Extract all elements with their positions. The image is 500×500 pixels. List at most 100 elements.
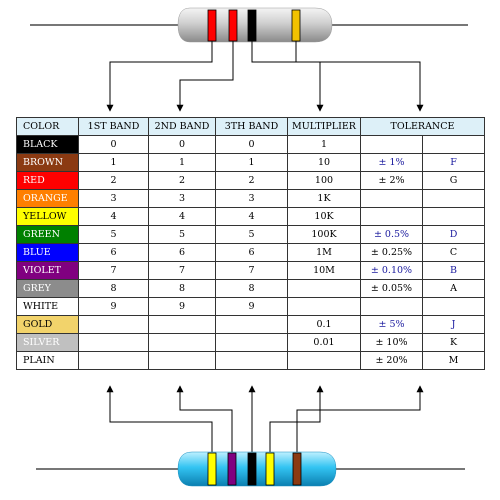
header-row: COLOR 1ST BAND 2ND BAND 3TH BAND MULTIPL… xyxy=(16,117,485,136)
table-row: GOLD 0.1 ± 5% J xyxy=(16,315,485,334)
tolerance-value: ± 20% xyxy=(360,351,423,370)
band1-value: 7 xyxy=(78,261,149,280)
table-row: BROWN 1 1 1 10 ± 1% F xyxy=(16,153,485,172)
band1-value xyxy=(78,315,149,334)
tolerance-code: A xyxy=(422,279,485,298)
band3-value xyxy=(215,351,288,370)
band1-value xyxy=(78,351,149,370)
band2-value: 5 xyxy=(148,225,216,244)
table-row: PLAIN ± 20% M xyxy=(16,351,485,370)
multiplier-value: 0.1 xyxy=(287,315,361,334)
band3-value: 0 xyxy=(215,135,288,154)
tolerance-value: ± 2% xyxy=(360,171,423,190)
band3-value: 8 xyxy=(215,279,288,298)
tolerance-code: D xyxy=(422,225,485,244)
band2-value xyxy=(148,351,216,370)
color-name: ORANGE xyxy=(16,189,79,208)
multiplier-value: 0.01 xyxy=(287,333,361,352)
color-name: YELLOW xyxy=(16,207,79,226)
top-connectors xyxy=(106,41,424,112)
top-band-4 xyxy=(291,9,301,42)
top-band-2 xyxy=(228,9,238,42)
band3-value: 4 xyxy=(215,207,288,226)
color-name: GREY xyxy=(16,279,79,298)
multiplier-value: 1K xyxy=(287,189,361,208)
multiplier-value: 10M xyxy=(287,261,361,280)
color-name: BLUE xyxy=(16,243,79,262)
header-color: COLOR xyxy=(16,117,79,136)
table-row: GREEN 5 5 5 100K ± 0.5% D xyxy=(16,225,485,244)
band1-value: 0 xyxy=(78,135,149,154)
band3-value: 5 xyxy=(215,225,288,244)
color-name: BLACK xyxy=(16,135,79,154)
band2-value: 4 xyxy=(148,207,216,226)
band2-value: 0 xyxy=(148,135,216,154)
table-row: ORANGE 3 3 3 1K xyxy=(16,189,485,208)
band2-value: 2 xyxy=(148,171,216,190)
band1-value: 5 xyxy=(78,225,149,244)
tolerance-code xyxy=(422,135,485,154)
tolerance-code xyxy=(422,207,485,226)
header-band1: 1ST BAND xyxy=(78,117,149,136)
band1-value xyxy=(78,333,149,352)
band2-value: 3 xyxy=(148,189,216,208)
band2-value xyxy=(148,315,216,334)
tolerance-value: ± 0.10% xyxy=(360,261,423,280)
color-name: RED xyxy=(16,171,79,190)
tolerance-value: ± 5% xyxy=(360,315,423,334)
table-row: SILVER 0.01 ± 10% K xyxy=(16,333,485,352)
tolerance-code: K xyxy=(422,333,485,352)
multiplier-value: 100K xyxy=(287,225,361,244)
tolerance-code xyxy=(422,189,485,208)
tolerance-code: M xyxy=(422,351,485,370)
multiplier-value: 1 xyxy=(287,135,361,154)
band3-value xyxy=(215,315,288,334)
tolerance-value xyxy=(360,297,423,316)
multiplier-value xyxy=(287,351,361,370)
bottom-band-2 xyxy=(227,452,237,486)
table-row: VIOLET 7 7 7 10M ± 0.10% B xyxy=(16,261,485,280)
band1-value: 2 xyxy=(78,171,149,190)
multiplier-value: 1M xyxy=(287,243,361,262)
table-row: BLACK 0 0 0 1 xyxy=(16,135,485,154)
table-row: BLUE 6 6 6 1M ± 0.25% C xyxy=(16,243,485,262)
color-name: BROWN xyxy=(16,153,79,172)
color-name: PLAIN xyxy=(16,351,79,370)
bottom-band-5 xyxy=(292,452,302,486)
tolerance-value: ± 10% xyxy=(360,333,423,352)
tolerance-value: ± 0.05% xyxy=(360,279,423,298)
tolerance-code: F xyxy=(422,153,485,172)
band3-value: 6 xyxy=(215,243,288,262)
tolerance-value xyxy=(360,189,423,208)
multiplier-value: 10 xyxy=(287,153,361,172)
top-band-1 xyxy=(207,9,217,42)
color-name: WHITE xyxy=(16,297,79,316)
band1-value: 1 xyxy=(78,153,149,172)
color-code-table: COLOR 1ST BAND 2ND BAND 3TH BAND MULTIPL… xyxy=(16,117,485,370)
tolerance-value: ± 0.25% xyxy=(360,243,423,262)
multiplier-value: 100 xyxy=(287,171,361,190)
tolerance-code: G xyxy=(422,171,485,190)
band3-value: 2 xyxy=(215,171,288,190)
band2-value: 1 xyxy=(148,153,216,172)
table-row: GREY 8 8 8 ± 0.05% A xyxy=(16,279,485,298)
band1-value: 8 xyxy=(78,279,149,298)
band1-value: 9 xyxy=(78,297,149,316)
tolerance-code xyxy=(422,297,485,316)
table-row: YELLOW 4 4 4 10K xyxy=(16,207,485,226)
band2-value: 6 xyxy=(148,243,216,262)
header-multiplier: MULTIPLIER xyxy=(287,117,361,136)
table-row: WHITE 9 9 9 xyxy=(16,297,485,316)
top-band-3 xyxy=(247,9,257,42)
multiplier-value: 10K xyxy=(287,207,361,226)
bottom-band-4 xyxy=(265,452,275,486)
color-name: VIOLET xyxy=(16,261,79,280)
bottom-band-1 xyxy=(207,452,217,486)
band2-value: 9 xyxy=(148,297,216,316)
header-band3: 3TH BAND xyxy=(215,117,288,136)
band3-value xyxy=(215,333,288,352)
tolerance-value: ± 0.5% xyxy=(360,225,423,244)
top-resistor xyxy=(30,7,468,43)
tolerance-value xyxy=(360,135,423,154)
